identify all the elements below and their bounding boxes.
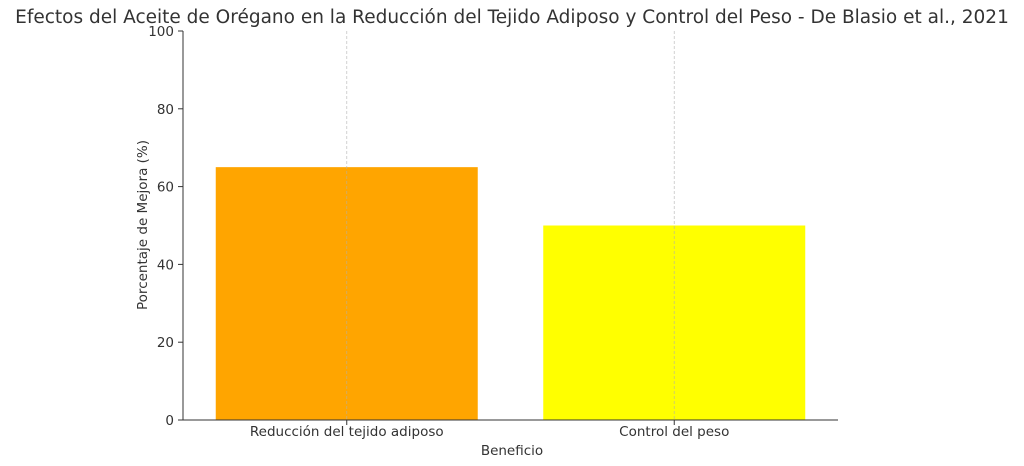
- bars-group: [215, 167, 806, 420]
- y-tick-label: 60: [157, 180, 174, 196]
- x-axis: Reducción del tejido adiposo Control del …: [183, 419, 838, 440]
- y-axis-label: Porcentaje de Mejora (%): [135, 140, 151, 310]
- y-tick-label: 100: [148, 24, 174, 40]
- y-tick-label: 0: [165, 413, 174, 429]
- y-tick-label: 20: [157, 335, 174, 351]
- x-tick-label: Control del peso: [619, 424, 729, 440]
- y-tick-label: 80: [157, 102, 174, 118]
- chart-title: Efectos del Aceite de Orégano en la Redu…: [15, 7, 1009, 28]
- x-axis-label: Beneficio: [481, 443, 543, 459]
- x-tick-label: Reducción del tejido adiposo: [250, 424, 444, 440]
- y-axis: 0 20 40 60 80 100: [148, 24, 184, 429]
- y-tick-label: 40: [157, 257, 174, 273]
